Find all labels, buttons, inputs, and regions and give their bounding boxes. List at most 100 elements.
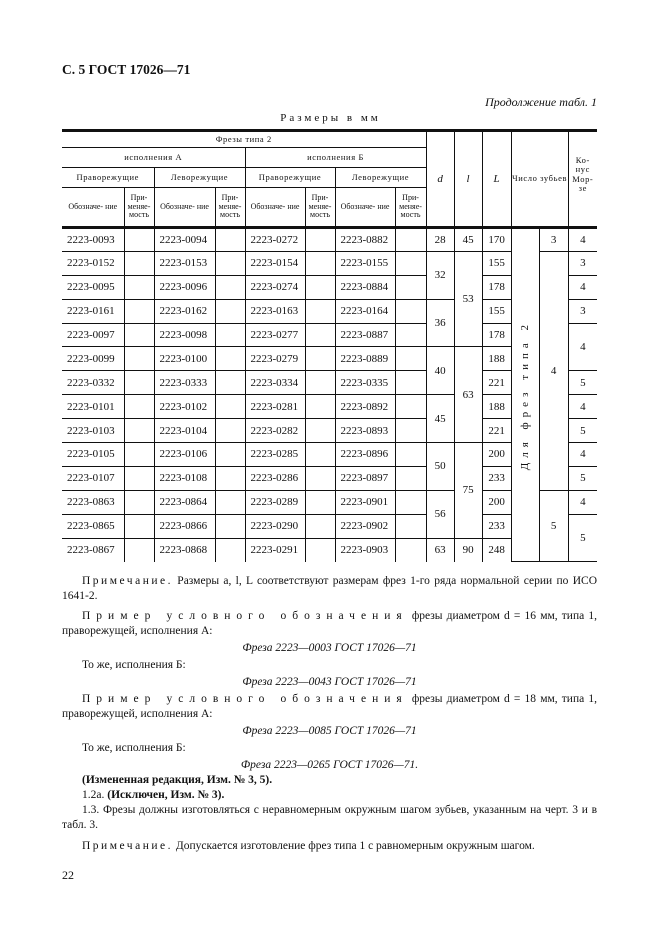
morse-taper-value: 4	[567, 489, 598, 515]
table-row: 2223-0863 2223-0864 2223-0289 2223-0901 56 20…	[62, 489, 598, 563]
applicability-cell	[123, 370, 155, 396]
d-value: 40	[425, 346, 455, 396]
table-row: 2223-0103 2223-0104 2223-0282 2223-0893 221 5	[62, 418, 598, 444]
designation-a-right: 2223-0863	[62, 489, 125, 515]
designation-a-left: 2223-0333	[153, 370, 216, 396]
designation-a-right: 2223-0101	[62, 394, 125, 420]
designation-a-right: 2223-0097	[62, 322, 125, 348]
L-value: 221	[481, 370, 512, 396]
applicability-cell	[304, 442, 336, 467]
designation-a-left: 2223-0864	[153, 489, 216, 515]
applicability-cell	[214, 465, 246, 491]
designation-b-left: 2223-0882	[334, 226, 396, 252]
l-value: 75	[453, 442, 483, 539]
designation-b-left: 2223-0155	[334, 250, 396, 276]
designation-a-left: 2223-0866	[153, 513, 216, 539]
applicability-cell	[394, 489, 427, 515]
applicability-cell	[214, 370, 246, 396]
page-number: 22	[62, 868, 74, 882]
table-row: 2223-0093 2223-0094 2223-0272 2223-0882 28 45…	[62, 225, 598, 563]
designation-a-left: 2223-0153	[153, 250, 216, 276]
designation-a-left: 2223-0868	[153, 537, 216, 562]
designation-b-left: 2223-0903	[334, 537, 396, 562]
l-value: 63	[453, 346, 483, 444]
table-body: 2223-0093 2223-0094 2223-0272 2223-0882 28 45…	[62, 225, 598, 563]
morse-taper-value: 3	[567, 250, 598, 276]
header-teeth: Число зубьев	[510, 129, 569, 228]
applicability-cell	[214, 418, 246, 444]
applicability-cell	[394, 513, 427, 539]
units-caption: Размеры в мм	[280, 112, 381, 124]
example-2: Пример условного обозначения фрезы диаме…	[62, 693, 597, 720]
applicability-cell	[304, 346, 336, 372]
morse-taper-value: 5	[567, 418, 598, 444]
header-l: l	[453, 129, 483, 228]
designation-b-left: 2223-0896	[334, 442, 396, 467]
l-value: 53	[453, 250, 483, 348]
designation-b-right: 2223-0274	[244, 274, 306, 300]
designation-a-left: 2223-0102	[153, 394, 216, 420]
L-value: 188	[481, 346, 512, 372]
applicability-cell	[394, 274, 427, 300]
designation-b-left: 2223-0164	[334, 298, 396, 324]
applicability-cell	[304, 226, 336, 252]
morse-taper-value: 5	[567, 370, 598, 396]
applicability-cell	[304, 513, 336, 539]
designation-b-right: 2223-0277	[244, 322, 306, 348]
designation-a-right: 2223-0867	[62, 537, 125, 562]
example-1: Пример условного обозначения фрезы диаме…	[62, 610, 597, 637]
applicability-cell	[123, 346, 155, 372]
l-value: 45	[453, 226, 483, 252]
applicability-cell	[123, 418, 155, 444]
table-row: 2223-0867 2223-0868 2223-0291 2223-0903 63 90…	[62, 537, 597, 562]
designation-a-right: 2223-0095	[62, 274, 125, 300]
L-value: 170	[481, 226, 512, 252]
designation-b-right: 2223-0334	[244, 370, 306, 396]
L-value: 221	[481, 418, 512, 444]
applicability-cell	[304, 322, 336, 348]
morse-taper-value: 5	[567, 513, 598, 563]
applicability-cell	[394, 465, 427, 491]
designation-b-left: 2223-0889	[334, 346, 396, 372]
applicability-cell	[394, 250, 427, 276]
designation-b-right: 2223-0281	[244, 394, 306, 420]
applicability-cell	[214, 226, 246, 252]
applicability-cell	[394, 226, 427, 252]
side-label-cell: Для фрез типа 2	[510, 225, 540, 563]
header-applicability: При- меняе- мость	[214, 187, 246, 228]
applicability-cell	[214, 250, 246, 276]
d-value: 50	[425, 442, 455, 491]
teeth-value: 5	[538, 489, 569, 563]
table-row: 2223-0152 2223-0153 2223-0154 2223-0155 32 53…	[62, 250, 598, 491]
applicability-cell	[214, 513, 246, 539]
clause-1-3: 1.3. Фрезы должны изготовляться с неравн…	[62, 804, 597, 831]
header-d: d	[425, 129, 455, 228]
applicability-cell	[394, 418, 427, 444]
L-value: 178	[481, 322, 512, 348]
same-2: То же, исполнения Б:	[82, 742, 186, 754]
designation-a-left: 2223-0094	[153, 226, 216, 252]
d-value: 32	[425, 250, 455, 300]
L-value: 233	[481, 465, 512, 491]
applicability-cell	[394, 298, 427, 324]
note-1: Примечание. Размеры a, l, L соответствую…	[62, 575, 597, 602]
designation-a-left: 2223-0108	[153, 465, 216, 491]
table-row: 2223-0095 2223-0096 2223-0274 2223-0884 178 4	[62, 274, 598, 300]
applicability-cell	[304, 274, 336, 300]
header-designation: Обозначе- ние	[334, 187, 396, 228]
header-b-right-cut: Праворежущие	[244, 167, 336, 188]
teeth-value: 3	[538, 226, 569, 252]
table-row: 2223-0105 2223-0106 2223-0285 2223-0896 50 75…	[62, 442, 598, 539]
table-row: 2223-0865 2223-0866 2223-0290 2223-0902 233 5	[62, 513, 598, 563]
morse-taper-value: 4	[567, 394, 598, 420]
d-value: 63	[425, 537, 455, 562]
applicability-cell	[123, 250, 155, 276]
L-value: 155	[481, 250, 512, 276]
applicability-cell	[214, 346, 246, 372]
morse-taper-value: 4	[567, 226, 598, 252]
designation-b-right: 2223-0272	[244, 226, 306, 252]
applicability-cell	[123, 513, 155, 539]
designation-b-right: 2223-0286	[244, 465, 306, 491]
applicability-cell	[123, 226, 155, 252]
table-row: 2223-0097 2223-0098 2223-0277 2223-0887 178 4	[62, 322, 598, 372]
